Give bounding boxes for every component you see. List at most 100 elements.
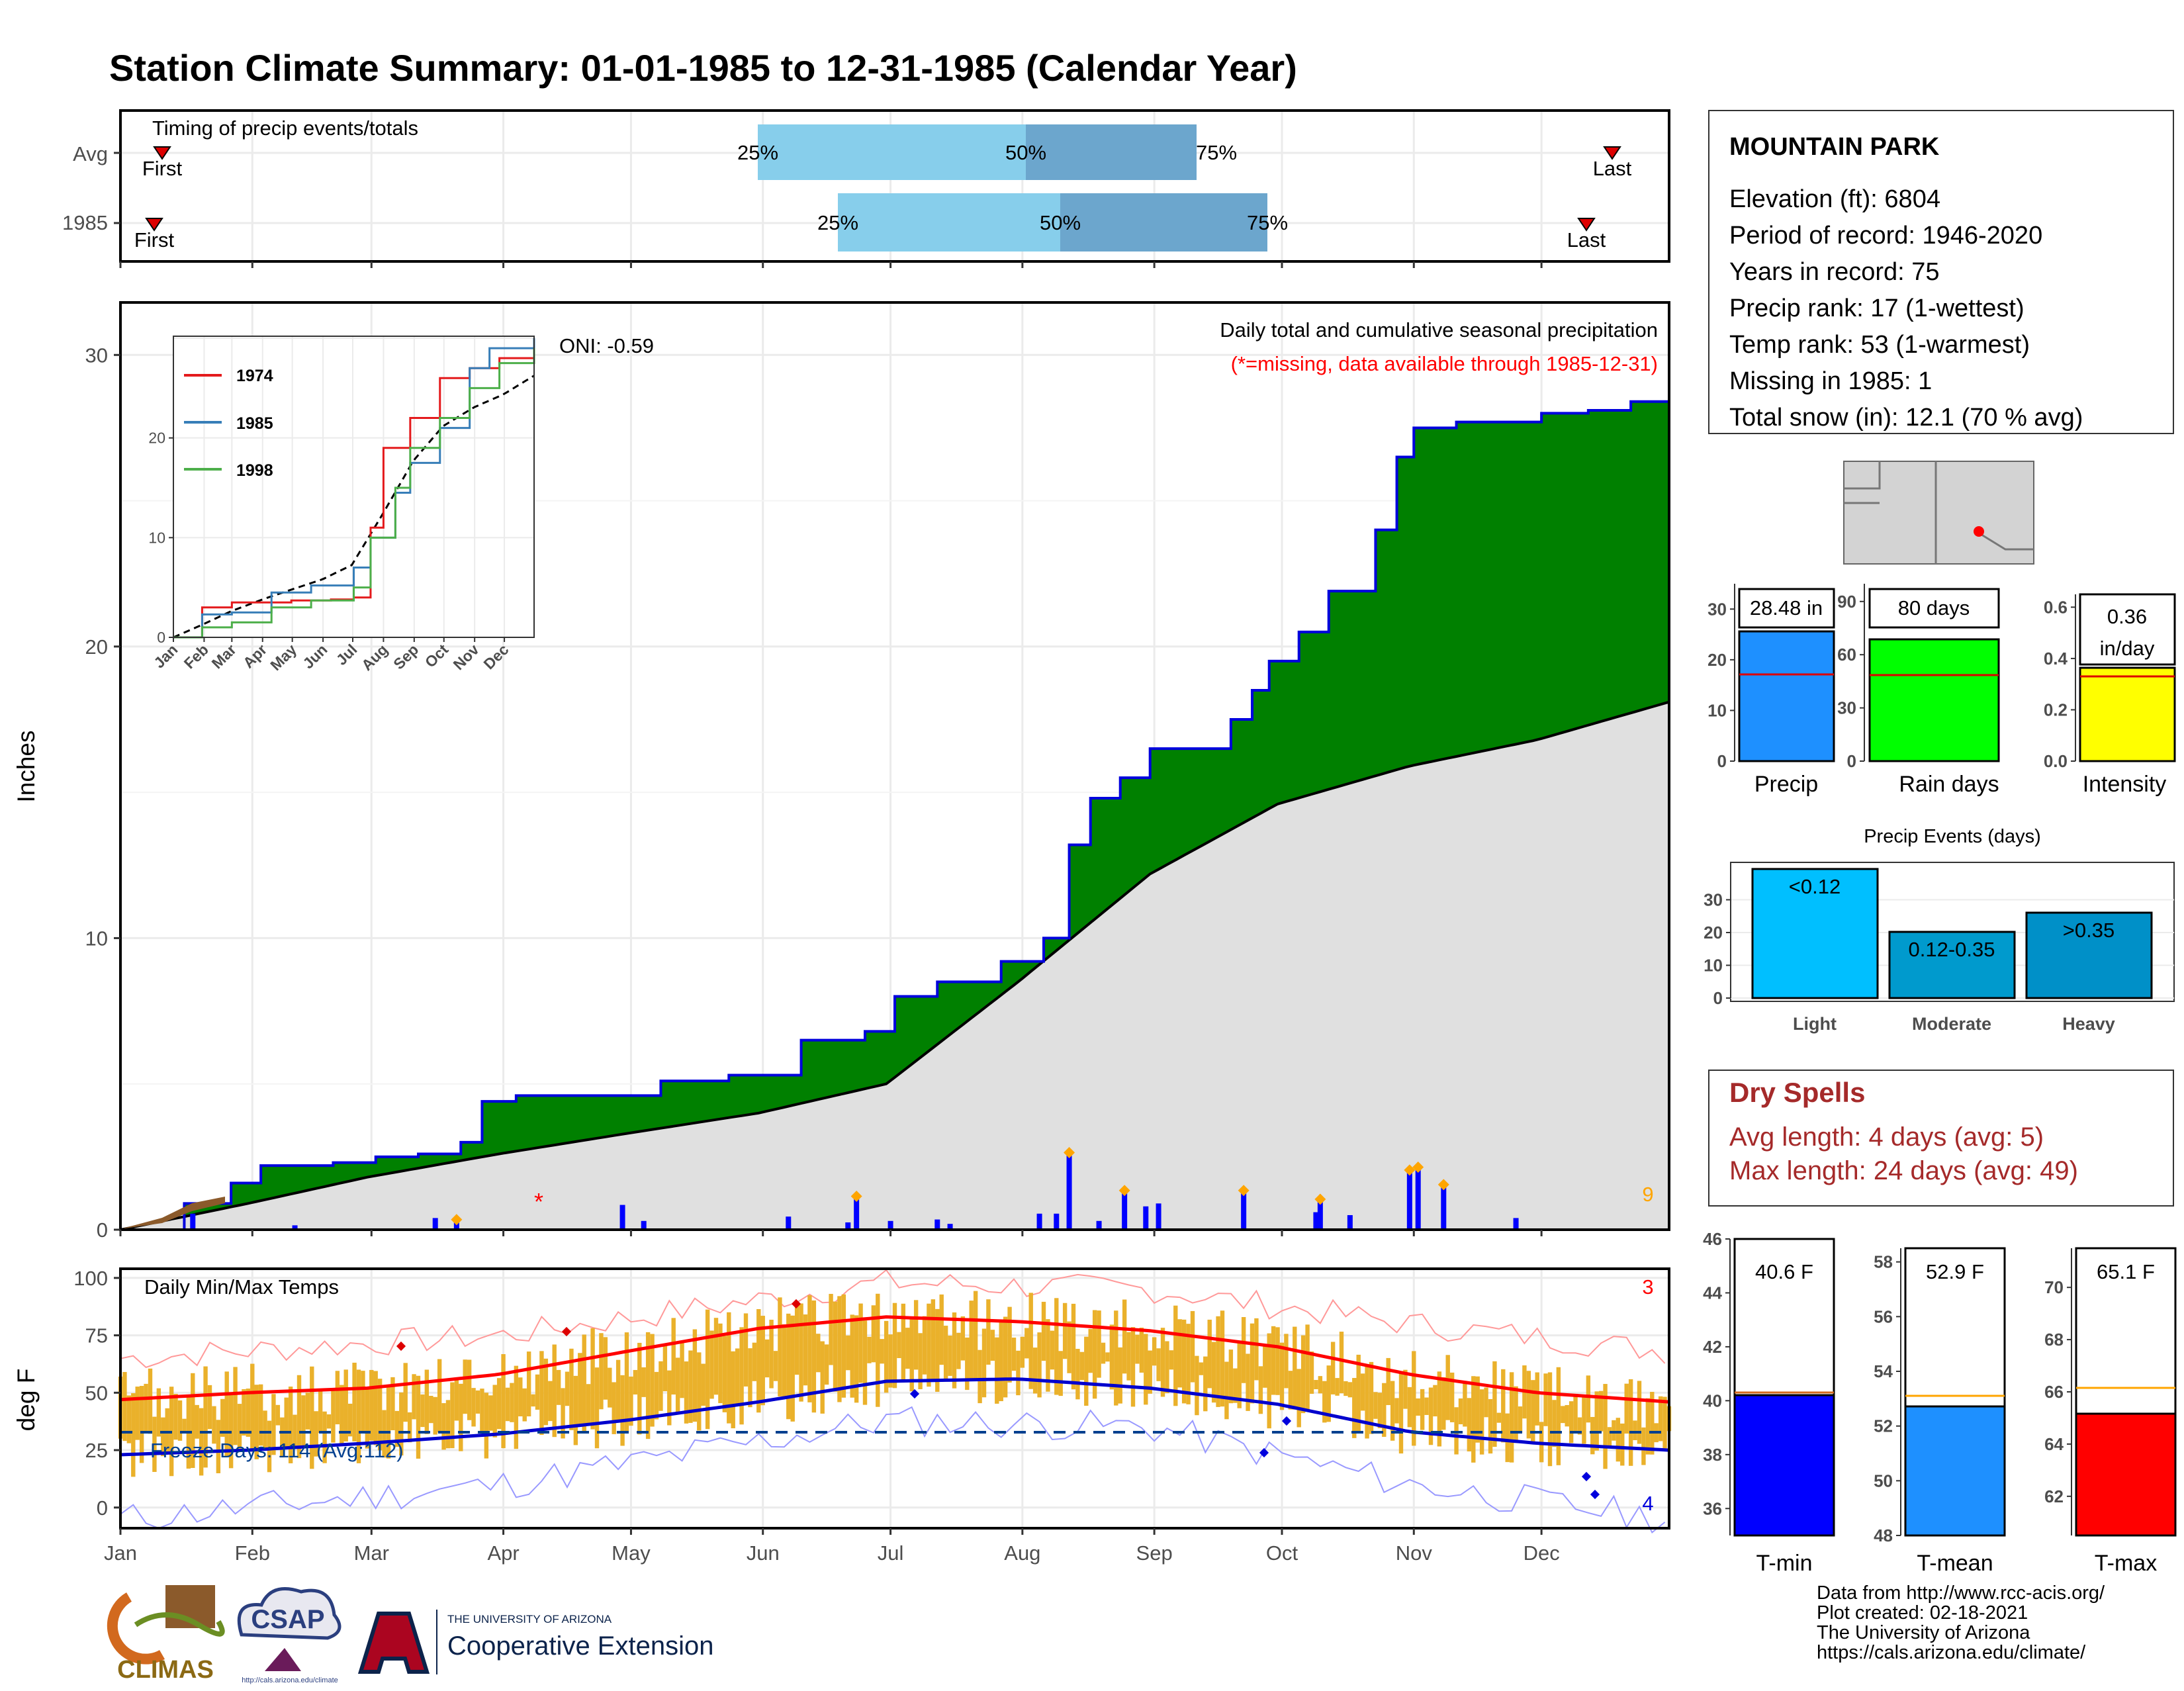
daily-temp-bar [1603,1384,1608,1469]
daily-temp-bar [905,1328,910,1369]
tmean-tick-label: 48 [1874,1526,1893,1545]
inset-y-tick-label: 0 [157,629,165,646]
daily-temp-bar [786,1313,791,1420]
daily-temp-bar [369,1369,374,1441]
daily-temp-bar [1084,1336,1089,1406]
daily-temp-bar [990,1330,995,1361]
daily-temp-bar [1284,1334,1289,1389]
daily-temp-bar [1199,1362,1204,1375]
station-info-line: Precip rank: 17 (1-wettest) [1729,295,2025,322]
month-label-Jan: Jan [104,1541,137,1565]
daily-temp-bar [1139,1327,1144,1373]
daily-temp-bar [1607,1427,1612,1447]
events-tick-label: 30 [1704,890,1723,910]
heavy-events-inner-label: >0.35 [2063,919,2115,942]
daily-temp-bar [1211,1342,1216,1403]
daily-temp-bar [1343,1381,1348,1396]
daily-temp-bar [296,1375,302,1459]
station-info-line: Elevation (ft): 6804 [1729,185,1940,213]
timing-row-avg: 25% 50% 75% First Last Avg [73,124,1632,180]
daily-temp-bar [496,1378,502,1430]
daily-temp-bar [1058,1351,1063,1396]
heavy-events-bar [2025,911,2153,999]
rain-days-bar-chart: 80 days Rain days 0 30 60 90 [1837,584,2000,797]
timing-1985-q25-q50-bar [838,193,1060,251]
precip-panel-frame [119,301,1670,1231]
inset-x-tick-label: Apr [240,641,270,671]
daily-temp-bar [122,1371,127,1441]
daily-temp-bar [680,1343,684,1398]
daily-temp-bar [424,1369,430,1434]
temp-y-tick-label: 50 [85,1381,108,1404]
daily-temp-bar [829,1293,833,1365]
intensity-tick-label: 0.4 [2044,649,2068,668]
daily-precip-marker [1412,1161,1424,1173]
daily-temp-bar [727,1312,731,1424]
csap-cloud [237,1587,341,1640]
hot-marker [791,1299,801,1309]
daily-temp-bar [1122,1299,1127,1374]
daily-temp-bar [386,1385,391,1459]
inset-x-tick-label: Dec [480,641,512,672]
daily-temp-bar [620,1375,625,1446]
daily-temp-bar [1492,1361,1497,1447]
daily-temp-bar [510,1383,514,1422]
cumulative-1985-line [120,399,1670,1231]
daily-temp-bar [331,1390,336,1443]
temp-panel-title: Daily Min/Max Temps [144,1275,339,1299]
daily-temp-bar [1658,1396,1663,1441]
daily-temp-bar [1190,1310,1195,1383]
events-tick-label: 20 [1704,923,1723,942]
daily-temp-bar [1011,1338,1017,1371]
daily-temp-bar [531,1394,535,1407]
daily-temp-bar [139,1386,144,1463]
daily-temp-bar [450,1382,455,1449]
daily-temp-bar [586,1384,591,1424]
daily-precip-bar [641,1220,647,1230]
daily-temp-bar [548,1381,553,1422]
station-info-line: Period of record: 1946-2020 [1729,222,2042,250]
daily-temp-bar [407,1412,412,1443]
daily-temp-bar [356,1369,361,1463]
daily-temp-bar [420,1394,425,1428]
temp-panel-frame [119,1267,1670,1530]
intensity-bar [2079,666,2176,762]
daily-temp-bar [684,1361,689,1424]
daily-temp-bar [1322,1381,1327,1423]
oni-label: ONI: -0.59 [559,334,654,357]
daily-precip-marker [1118,1185,1130,1197]
daily-temp-bar [1224,1361,1229,1420]
daily-temp-bar [876,1293,880,1407]
daily-temp-bar [1024,1328,1029,1359]
daily-temp-bar [867,1336,872,1363]
intensity-label: Intensity [2083,772,2167,797]
daily-temp-bar [390,1377,395,1430]
daily-temp-bar [445,1400,451,1449]
average-max-line [120,1315,1670,1404]
page-title: Station Climate Summary: 01-01-1985 to 1… [109,47,1297,89]
daily-temp-bar [748,1348,752,1408]
tmax-tick-label: 66 [2044,1382,2064,1402]
daily-precip-bar [453,1220,459,1230]
intensity-value-box [2079,593,2176,666]
tmax-tick-label: 64 [2044,1434,2064,1454]
precip-y-axis-label: Inches [13,730,40,802]
tmin-tick-label: 38 [1703,1445,1722,1465]
daily-precip-bar [1441,1185,1447,1230]
month-label-Mar: Mar [354,1541,389,1565]
daily-temp-bar [1535,1372,1539,1426]
daily-temp-bar [909,1317,914,1392]
daily-temp-bar [1126,1332,1131,1381]
daily-temp-bar [310,1366,314,1469]
month-label-Feb: Feb [235,1541,270,1565]
daily-temp-bar [1628,1379,1633,1466]
daily-temp-bar [880,1339,884,1364]
daily-temp-bar [662,1346,668,1392]
daily-temp-bar [1300,1335,1306,1414]
daily-temp-bar [1501,1369,1506,1443]
daily-temp-bar [1075,1349,1080,1400]
daily-temp-bar [1598,1391,1604,1432]
tmin-value: 40.6 F [1755,1260,1813,1283]
ua-extension-text: Cooperative Extension [447,1631,713,1661]
light-events-inner-label: <0.12 [1789,875,1841,898]
